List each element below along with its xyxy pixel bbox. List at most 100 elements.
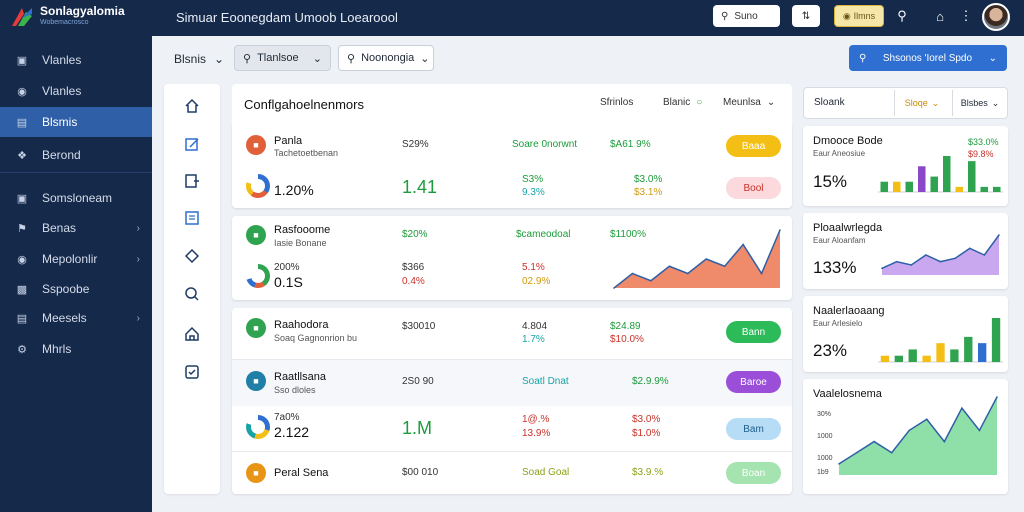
row-value-1: S29% [402, 139, 429, 150]
row-name: Rasfooome [274, 224, 331, 236]
row-value-a1: 1@.% [522, 414, 550, 425]
row-name: Raatllsana [274, 371, 326, 383]
swap-icon: ⇅ [801, 10, 811, 22]
side-select-2[interactable]: Blsbes ⌄ [952, 90, 1007, 116]
chevron-down-icon[interactable]: ⌄ [214, 52, 225, 66]
row-value-1: $20% [402, 229, 428, 240]
status-pill[interactable]: Boan [726, 462, 781, 484]
chart-icon: ▤ [16, 116, 28, 129]
sidebar-item-label: Vlanles [42, 84, 82, 98]
stat-card-delta: $33.0% [968, 137, 999, 147]
status-pill[interactable]: Bam [726, 418, 781, 440]
table-row[interactable]: ■ Raahodora Soaq Gagnonrion bu $30010 4.… [232, 308, 792, 360]
data-point-2 [650, 279, 652, 282]
row-icon: ■ [246, 371, 266, 391]
stat-bar-chart [878, 156, 1003, 193]
donut-icon [246, 174, 270, 198]
row-small-label: 200% [274, 262, 300, 273]
stat-card-value: 133% [813, 258, 857, 277]
table-row[interactable]: ■ Raatllsana Sso dloles 2S0 90 Soatl Dna… [232, 360, 792, 406]
data-point-0 [838, 463, 840, 465]
row-value-3: $3.9.% [632, 467, 664, 478]
series-line [838, 396, 998, 465]
side-select-1[interactable]: Sloqe ⌄ [894, 90, 949, 116]
checklist-icon[interactable] [184, 364, 200, 380]
flag-icon: ⚑ [17, 222, 27, 235]
column-header-2[interactable]: Blanic ○ [663, 97, 702, 108]
top-bar: Simuar Eoonegdam Umoob Loearoool ⚲ Suno … [152, 0, 1024, 36]
edit-icon[interactable] [184, 136, 200, 152]
status-pill[interactable]: Baroe [726, 371, 781, 393]
sidebar-item-label: Vlanles [42, 53, 82, 67]
top-search-input[interactable]: ⚲ Suno [713, 5, 780, 27]
stat-card[interactable]: Naalerlaoaang Eaur Arlesielo 23% [803, 296, 1008, 372]
bar-5 [943, 156, 951, 192]
row-value-3: $24.89 [610, 321, 641, 332]
table-row[interactable]: ■ Panla Tachetoetbenan S29% Soare 0norwn… [232, 124, 792, 208]
stat-card-title: Dmooce Bode [813, 135, 883, 147]
column-header-3[interactable]: Meunlsa ⌄ [723, 97, 775, 108]
panel-title: Conflgahoelnenmors [244, 97, 364, 112]
logo-icon [10, 6, 34, 28]
export-icon[interactable] [184, 173, 200, 189]
row-value-2b: 1.7% [522, 334, 545, 345]
status-pill[interactable]: Baaa [726, 135, 781, 157]
sidebar-item-8[interactable]: ▤ Meesels › [0, 303, 152, 333]
calendar-icon[interactable] [184, 210, 200, 226]
stat-card[interactable]: Ploaalwrlegda Eaur Aloanfam 133% [803, 213, 1008, 289]
toggle-button[interactable]: ⇅ [792, 5, 820, 27]
upgrade-button[interactable]: ◉ Ilmns [834, 5, 884, 27]
column-header-1[interactable]: Sfrinlos [600, 97, 633, 108]
table-row[interactable]: ■ Rasfooome Iasie Bonane $20% $cameodoal… [232, 216, 792, 300]
search-icon[interactable] [184, 286, 200, 302]
chevron-down-icon: ⌄ [766, 97, 776, 108]
row-value-3: $1100% [610, 229, 646, 240]
chevron-down-icon: ⌄ [312, 52, 322, 65]
status-pill[interactable]: Bann [726, 321, 781, 343]
book-icon: ▩ [16, 283, 28, 296]
sidebar-item-4[interactable]: ▣ Somsloneam [0, 183, 152, 213]
table-row[interactable]: ■ Peral Sena $00 010 Soad Goal $3.9.% Bo… [232, 452, 792, 494]
sidebar-item-5[interactable]: ⚑ Benas › [0, 213, 152, 243]
side-select-2-value: Blsbes [960, 98, 988, 108]
sidebar-item-2[interactable]: ▤ Blsmis [0, 107, 152, 137]
row-name: Raahodora [274, 319, 329, 331]
filter-select-1[interactable]: ⚲ Tlanlsoe ⌄ [234, 45, 331, 71]
sidebar-item-label: Benas [42, 221, 77, 235]
more-icon[interactable]: ⋮ [959, 8, 973, 23]
primary-select[interactable]: ⚲ Shsonos 'Iorel Spdo ⌄ [849, 45, 1007, 71]
status-pill[interactable]: Bool [726, 177, 781, 199]
app-logo[interactable]: Sonlagyalomia Wobemacrosco [10, 5, 125, 28]
building-icon[interactable] [184, 326, 200, 342]
stat-card[interactable]: Dmooce Bode Eaur Aneosiue 15% $33.0% $9.… [803, 126, 1008, 206]
sidebar-item-7[interactable]: ▩ Sspoobe [0, 274, 152, 304]
avatar[interactable] [982, 3, 1010, 31]
sidebar-item-1[interactable]: ◉ Vlanles [0, 76, 152, 106]
sidebar-divider [0, 172, 152, 173]
chevron-right-icon: › [136, 312, 140, 324]
home-icon[interactable]: ⌂ [936, 8, 944, 24]
row-sub: Iasie Bonane [274, 238, 327, 248]
search-icon[interactable]: ⚲ [897, 8, 907, 23]
y-tick-label: 30% [817, 411, 832, 418]
data-point-2 [910, 264, 913, 266]
data-point-3 [668, 265, 671, 268]
filter-label: Blsnis ⌄ [174, 52, 224, 66]
filter-select-2[interactable]: ⚲ Noonongia ⌄ [338, 45, 434, 71]
stat-card[interactable]: Vaalelosnema 30% 1000 1000 1b9 [803, 379, 1008, 494]
sidebar-item-6[interactable]: ◉ Mepolonlir › [0, 244, 152, 274]
home-icon[interactable] [184, 98, 200, 114]
search-icon: ⚲ [859, 52, 867, 64]
bar-2 [905, 181, 913, 192]
data-point-5 [705, 258, 708, 260]
tag-icon[interactable] [184, 248, 200, 264]
sidebar-item-0[interactable]: ▣ Vlanles [0, 45, 152, 75]
area-fill [839, 397, 997, 475]
data-point-0 [613, 287, 615, 289]
sidebar-item-3[interactable]: ❖ Berond [0, 140, 152, 170]
sidebar-item-9[interactable]: ⚙ Mhrls [0, 334, 152, 364]
row-sub: Sso dloles [274, 385, 316, 395]
row-value-b2: $3.1% [634, 187, 663, 198]
bar-1 [893, 181, 901, 192]
table-row[interactable]: 7a0% 2.122 1.M 1@.% 13.9% $3.0% $1.0% Ba… [232, 406, 792, 452]
